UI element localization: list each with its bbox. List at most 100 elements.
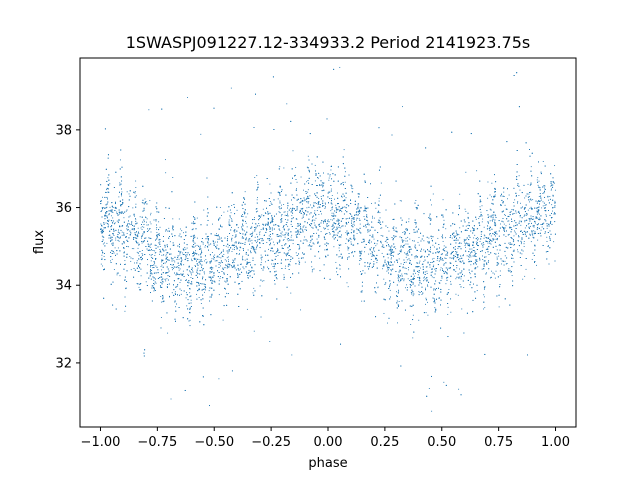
data-point (361, 290, 363, 292)
data-point (412, 295, 414, 297)
data-point (468, 255, 470, 257)
data-point (537, 212, 539, 214)
data-point (464, 245, 466, 246)
data-point (224, 259, 226, 261)
data-point (443, 263, 445, 265)
data-point (237, 227, 239, 229)
data-point (187, 260, 189, 262)
data-point (520, 243, 522, 245)
data-point (287, 225, 289, 227)
data-point (387, 322, 388, 324)
data-point (238, 254, 240, 255)
data-point (228, 259, 229, 261)
data-point (389, 264, 390, 266)
data-point (406, 254, 408, 256)
data-point (150, 255, 152, 257)
data-point (256, 189, 258, 191)
data-point (433, 257, 435, 259)
data-point (322, 183, 324, 185)
data-point (103, 256, 105, 257)
data-point (548, 199, 549, 201)
data-point (253, 250, 255, 252)
data-point (503, 229, 505, 231)
data-point (476, 260, 478, 262)
data-point (270, 236, 271, 238)
data-point (539, 218, 541, 220)
data-point (399, 253, 400, 254)
data-point (419, 280, 421, 282)
data-point (494, 273, 495, 275)
data-point (338, 231, 340, 232)
data-point (544, 233, 546, 234)
data-point (524, 275, 526, 277)
data-point (186, 260, 188, 262)
data-point (156, 231, 158, 233)
data-point (284, 267, 286, 269)
data-point (200, 283, 202, 284)
data-point (118, 237, 120, 239)
data-point (304, 261, 306, 263)
data-point (150, 223, 152, 225)
data-point (345, 243, 347, 244)
data-point (554, 211, 556, 213)
data-point (234, 259, 236, 261)
data-point (544, 205, 546, 206)
data-point (265, 261, 267, 263)
data-point (231, 245, 233, 246)
data-point (300, 225, 301, 227)
data-point (323, 227, 325, 229)
data-point (300, 210, 302, 212)
data-point (292, 243, 294, 245)
data-point (231, 251, 233, 252)
data-point (495, 215, 497, 217)
data-point (395, 248, 397, 250)
data-point (124, 279, 126, 281)
data-point (249, 233, 251, 235)
data-point (154, 252, 156, 254)
data-point (483, 294, 485, 296)
data-point (398, 301, 400, 302)
data-point (324, 249, 326, 251)
data-point (165, 172, 167, 174)
data-point (407, 243, 409, 245)
data-point (310, 246, 312, 248)
data-point (178, 269, 180, 271)
data-point (242, 255, 244, 257)
data-point (137, 227, 139, 229)
data-point (309, 241, 311, 243)
data-point (406, 259, 408, 261)
data-point (200, 257, 202, 258)
data-point (407, 251, 409, 253)
data-point (459, 268, 460, 270)
data-point (381, 252, 383, 254)
data-point (219, 206, 221, 208)
data-point (110, 260, 111, 262)
data-point (141, 229, 143, 230)
data-point (438, 282, 440, 284)
data-point (363, 216, 365, 217)
data-point (101, 231, 103, 233)
data-point (109, 237, 111, 239)
data-point (478, 218, 480, 219)
data-point (423, 280, 424, 282)
data-point (410, 324, 412, 325)
data-point (376, 262, 378, 264)
data-point (322, 186, 324, 188)
data-point (218, 264, 220, 265)
data-point (214, 254, 216, 256)
data-point (134, 236, 136, 238)
data-point (499, 244, 500, 246)
data-point (367, 231, 369, 233)
data-point (296, 181, 298, 183)
data-point (172, 218, 174, 220)
data-point (234, 231, 236, 233)
data-point (179, 268, 181, 270)
data-point (156, 234, 158, 236)
data-point (350, 200, 351, 201)
data-point (493, 212, 495, 214)
data-point (542, 201, 544, 203)
data-point (256, 202, 258, 204)
data-point (529, 184, 531, 186)
data-point (508, 220, 510, 222)
data-point (317, 177, 319, 179)
